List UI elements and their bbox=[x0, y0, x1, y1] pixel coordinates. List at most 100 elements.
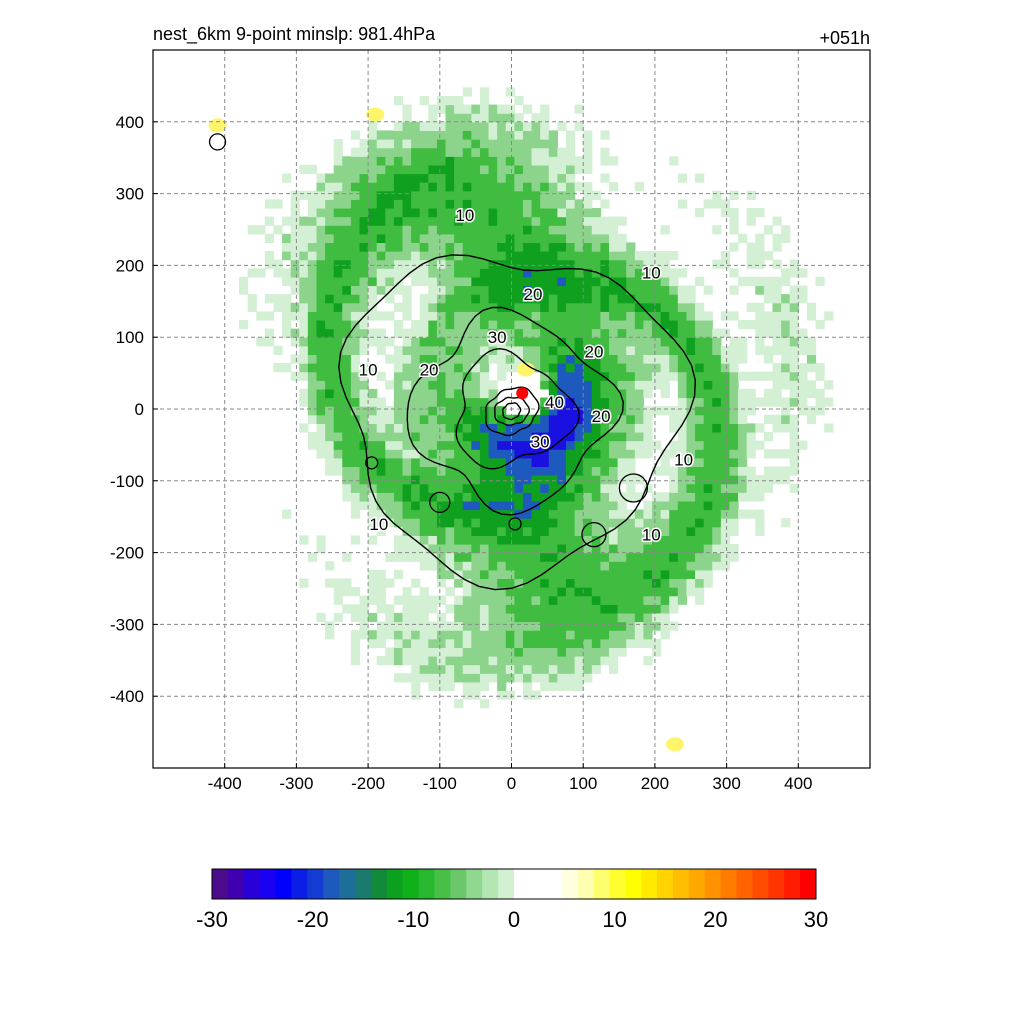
x-tick-label: -300 bbox=[279, 774, 313, 793]
colorbar-tick-label: 10 bbox=[602, 907, 626, 932]
colorbar-swatch bbox=[688, 869, 706, 899]
y-tick-label: 300 bbox=[116, 185, 144, 204]
storm-center-marker bbox=[516, 387, 529, 400]
colorbar-swatch bbox=[641, 869, 658, 899]
contour-label: 10 bbox=[369, 515, 388, 534]
colorbar-swatch bbox=[593, 869, 610, 899]
colorbar-frame bbox=[211, 868, 817, 900]
contour-label: 10 bbox=[455, 206, 474, 225]
colorbar: -30 -20 -10 0 10 20 30 bbox=[196, 868, 828, 932]
storm-center-dot bbox=[516, 387, 529, 400]
contour-line bbox=[208, 133, 227, 151]
contour-line bbox=[338, 254, 697, 591]
contour-label: 20 bbox=[524, 285, 543, 304]
colorbar-swatch bbox=[370, 869, 388, 899]
y-tick-label: -100 bbox=[110, 472, 144, 491]
x-tick-label: 300 bbox=[712, 774, 740, 793]
colorbar-swatch bbox=[498, 869, 515, 899]
contour-label: 20 bbox=[592, 407, 611, 426]
colorbar-swatch bbox=[529, 869, 547, 899]
x-tick-label: -400 bbox=[208, 774, 242, 793]
colorbar-swatch bbox=[514, 869, 531, 899]
colorbar-tick-label: -20 bbox=[297, 907, 329, 932]
colorbar-swatch bbox=[291, 869, 308, 899]
x-tick-label: 100 bbox=[569, 774, 597, 793]
y-tick-label: 100 bbox=[116, 328, 144, 347]
colorbar-swatch bbox=[450, 869, 467, 899]
positive-patch bbox=[366, 107, 385, 122]
contour-line bbox=[618, 473, 649, 503]
y-tick-label: 0 bbox=[135, 400, 144, 419]
colorbar-tick-label: 30 bbox=[804, 907, 828, 932]
colorbar-swatch bbox=[736, 869, 753, 899]
colorbar-swatch bbox=[339, 869, 356, 899]
colorbar-tick-label: 20 bbox=[703, 907, 727, 932]
colorbar-swatch bbox=[561, 869, 579, 899]
contour-label: 10 bbox=[642, 264, 661, 283]
colorbar-swatch bbox=[355, 869, 372, 899]
y-tick-label: 200 bbox=[116, 256, 144, 275]
colorbar-swatch bbox=[768, 869, 785, 899]
contour-line bbox=[485, 386, 540, 437]
colorbar-swatch bbox=[402, 869, 420, 899]
contour-label: 10 bbox=[359, 361, 378, 380]
forecast-hour-label: +051h bbox=[819, 28, 870, 48]
contour-line bbox=[581, 522, 607, 548]
y-tick-label: -300 bbox=[110, 615, 144, 634]
contour-label: 10 bbox=[642, 526, 661, 545]
colorbar-swatch bbox=[307, 869, 324, 899]
x-tick-label: -200 bbox=[351, 774, 385, 793]
contour-label: 40 bbox=[545, 393, 564, 412]
y-tick-label: -400 bbox=[110, 687, 144, 706]
x-tick-label: -100 bbox=[423, 774, 457, 793]
contour-label: 10 bbox=[674, 450, 693, 469]
positive-patch bbox=[208, 118, 227, 133]
contour-label: 30 bbox=[531, 432, 550, 451]
colorbar-swatch bbox=[625, 869, 642, 899]
colorbar-swatch bbox=[577, 869, 594, 899]
colorbar-swatch bbox=[418, 869, 436, 899]
colorbar-swatch bbox=[212, 869, 229, 899]
colorbar-swatch bbox=[386, 869, 404, 899]
x-axis: -400 -300 -200 -100 0 100 200 300 400 bbox=[208, 763, 812, 793]
x-tick-label: 200 bbox=[641, 774, 669, 793]
x-tick-label: 400 bbox=[784, 774, 812, 793]
contour-line bbox=[429, 491, 451, 513]
colorbar-swatch bbox=[704, 869, 722, 899]
positive-patch bbox=[516, 362, 535, 377]
contour-lines: 10 10 10 10 10 10 20 20 20 20 30 30 40 bbox=[208, 133, 697, 591]
x-tick-label: 0 bbox=[507, 774, 516, 793]
colorbar-swatch bbox=[609, 869, 626, 899]
colorbar-swatch bbox=[434, 869, 451, 899]
contour-label: 30 bbox=[488, 328, 507, 347]
contour-line bbox=[365, 456, 379, 470]
contour-line bbox=[406, 306, 624, 516]
grid-lines bbox=[153, 50, 870, 768]
colorbar-swatch bbox=[800, 869, 817, 899]
contour-label: 20 bbox=[584, 343, 603, 362]
y-axis: 400 300 200 100 0 -100 -200 -300 -400 bbox=[110, 113, 158, 706]
colorbar-tick-label: -10 bbox=[397, 907, 429, 932]
contour-label: 20 bbox=[420, 361, 439, 380]
positive-patch bbox=[665, 737, 684, 752]
colorbar-swatch bbox=[259, 869, 277, 899]
colorbar-swatch bbox=[323, 869, 340, 899]
colorbar-swatch bbox=[545, 869, 563, 899]
colorbar-swatch bbox=[482, 869, 499, 899]
contour-line bbox=[455, 347, 581, 470]
colorbar-swatch bbox=[672, 869, 690, 899]
colorbar-swatch bbox=[275, 869, 292, 899]
colorbar-swatch bbox=[657, 869, 674, 899]
colorbar-tick-label: 0 bbox=[508, 907, 520, 932]
colorbar-swatch bbox=[784, 869, 801, 899]
plot-title: nest_6km 9-point minslp: 981.4hPa bbox=[153, 24, 436, 45]
colorbar-swatch bbox=[752, 869, 769, 899]
colorbar-swatch bbox=[243, 869, 261, 899]
plot-area: 10 10 10 10 10 10 20 20 20 20 30 30 40 bbox=[153, 50, 870, 768]
y-tick-label: 400 bbox=[116, 113, 144, 132]
y-tick-label: -200 bbox=[110, 544, 144, 563]
colorbar-swatch bbox=[227, 869, 245, 899]
colorbar-swatch bbox=[720, 869, 738, 899]
contour-line bbox=[508, 517, 522, 531]
